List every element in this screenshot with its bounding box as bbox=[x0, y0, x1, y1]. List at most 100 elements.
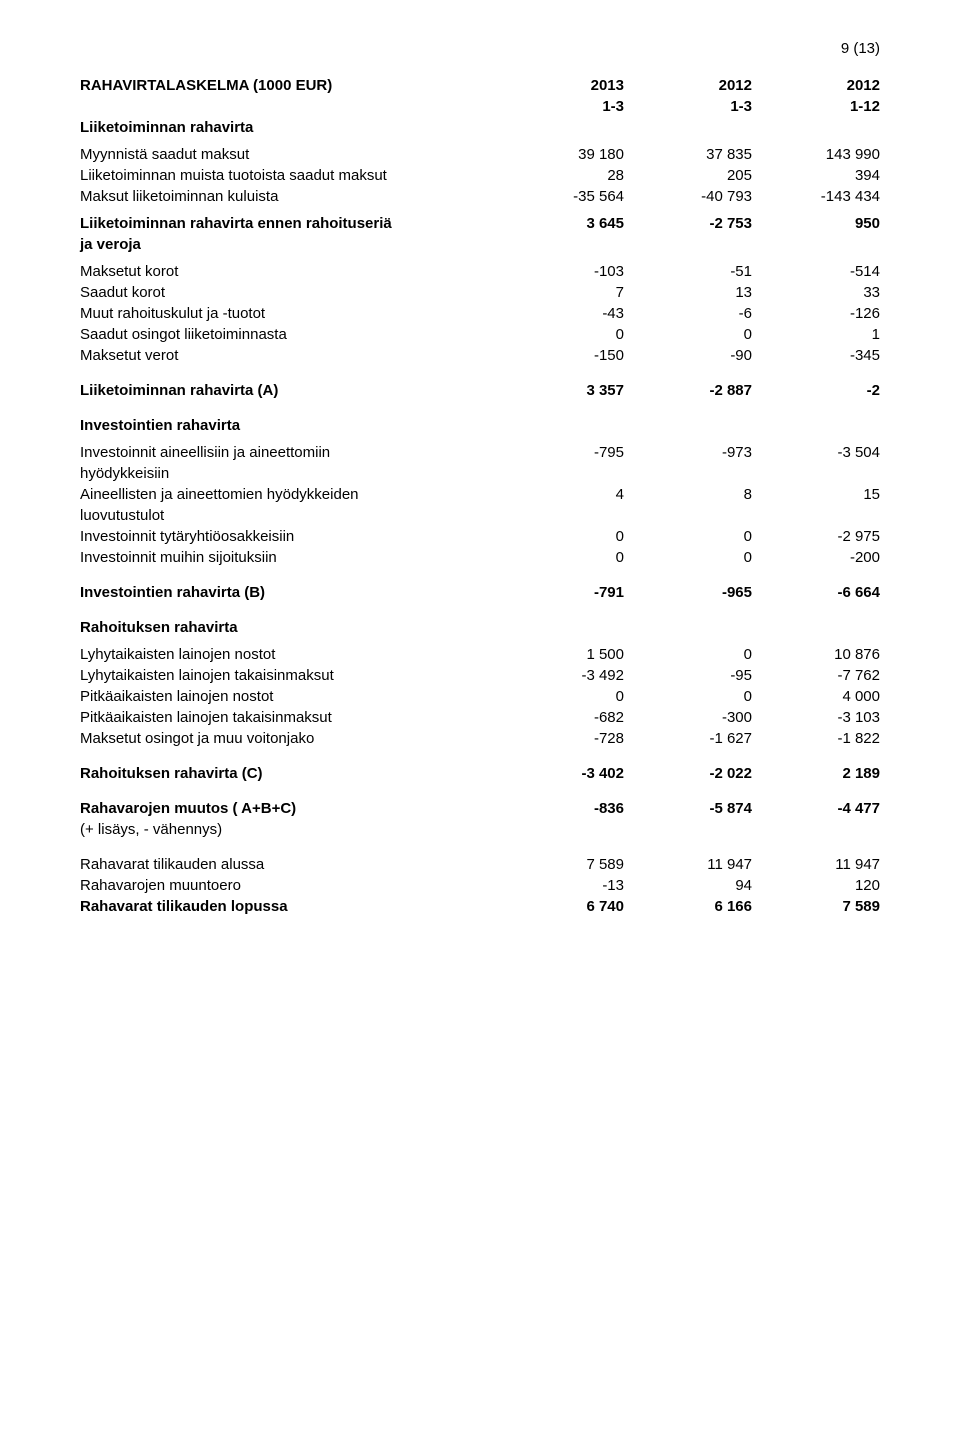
col-subheader-3: 1-12 bbox=[752, 96, 880, 117]
table-row: Aineellisten ja aineettomien hyödykkeide… bbox=[80, 484, 880, 505]
table-row: Pitkäaikaisten lainojen nostot 0 0 4 000 bbox=[80, 686, 880, 707]
row-label: Investoinnit tytäryhtiöosakkeisiin bbox=[80, 526, 496, 547]
cell: -1 822 bbox=[752, 728, 880, 749]
row-label: Saadut osingot liiketoiminnasta bbox=[80, 324, 496, 345]
cell: -13 bbox=[496, 875, 624, 896]
cell: -143 434 bbox=[752, 186, 880, 207]
section-heading: Investointien rahavirta bbox=[80, 401, 880, 436]
s2-heading: Investointien rahavirta bbox=[80, 401, 496, 436]
row-label: (+ lisäys, - vähennys) bbox=[80, 819, 496, 840]
cell: -3 492 bbox=[496, 665, 624, 686]
total-row: Rahoituksen rahavirta (C) -3 402 -2 022 … bbox=[80, 749, 880, 784]
cell: 7 589 bbox=[752, 896, 880, 917]
cell: 143 990 bbox=[752, 138, 880, 165]
cell: 4 000 bbox=[752, 686, 880, 707]
cell: 15 bbox=[752, 484, 880, 505]
table-row: Rahavarat tilikauden alussa 7 589 11 947… bbox=[80, 840, 880, 875]
cell: 6 740 bbox=[496, 896, 624, 917]
cell: -6 664 bbox=[752, 568, 880, 603]
cell: 7 bbox=[496, 282, 624, 303]
cell: 0 bbox=[496, 324, 624, 345]
cell: -35 564 bbox=[496, 186, 624, 207]
cell: -150 bbox=[496, 345, 624, 366]
table-row: Rahavarojen muuntoero -13 94 120 bbox=[80, 875, 880, 896]
cell: -973 bbox=[624, 436, 752, 463]
cell: 3 357 bbox=[496, 366, 624, 401]
row-label: Rahavarat tilikauden alussa bbox=[80, 840, 496, 875]
table-row: Saadut korot 7 13 33 bbox=[80, 282, 880, 303]
table-row: Maksetut korot -103 -51 -514 bbox=[80, 255, 880, 282]
cell: 6 166 bbox=[624, 896, 752, 917]
cell: 4 bbox=[496, 484, 624, 505]
cell: 1 500 bbox=[496, 638, 624, 665]
row-label: Liiketoiminnan rahavirta ennen rahoituse… bbox=[80, 207, 496, 234]
cell: -200 bbox=[752, 547, 880, 568]
cell: -836 bbox=[496, 784, 624, 819]
table-row: Maksut liiketoiminnan kuluista -35 564 -… bbox=[80, 186, 880, 207]
table-row: Saadut osingot liiketoiminnasta 0 0 1 bbox=[80, 324, 880, 345]
row-label: Maksut liiketoiminnan kuluista bbox=[80, 186, 496, 207]
section-heading: Rahoituksen rahavirta bbox=[80, 603, 880, 638]
cell: -90 bbox=[624, 345, 752, 366]
row-label: Rahavarojen muutos ( A+B+C) bbox=[80, 784, 496, 819]
cell: -795 bbox=[496, 436, 624, 463]
cell: 33 bbox=[752, 282, 880, 303]
cell: 0 bbox=[496, 526, 624, 547]
row-label: Aineellisten ja aineettomien hyödykkeide… bbox=[80, 484, 496, 505]
cell: 0 bbox=[624, 686, 752, 707]
cell: 120 bbox=[752, 875, 880, 896]
row-label: Rahoituksen rahavirta (C) bbox=[80, 749, 496, 784]
table-row: Lyhytaikaisten lainojen takaisinmaksut -… bbox=[80, 665, 880, 686]
row-label: Liiketoiminnan muista tuotoista saadut m… bbox=[80, 165, 496, 186]
s1-heading: Liiketoiminnan rahavirta bbox=[80, 117, 496, 138]
table-row: ja veroja bbox=[80, 234, 880, 255]
table-row: Lyhytaikaisten lainojen nostot 1 500 0 1… bbox=[80, 638, 880, 665]
row-label: Pitkäaikaisten lainojen nostot bbox=[80, 686, 496, 707]
col-header-2: 2012 bbox=[624, 75, 752, 96]
row-label: Myynnistä saadut maksut bbox=[80, 138, 496, 165]
table-row: Myynnistä saadut maksut 39 180 37 835 14… bbox=[80, 138, 880, 165]
col-subheader-1: 1-3 bbox=[496, 96, 624, 117]
col-subheader-2: 1-3 bbox=[624, 96, 752, 117]
total-row: Rahavarojen muutos ( A+B+C) -836 -5 874 … bbox=[80, 784, 880, 819]
table-row: Maksetut osingot ja muu voitonjako -728 … bbox=[80, 728, 880, 749]
cell: 0 bbox=[624, 547, 752, 568]
table-title: RAHAVIRTALASKELMA (1000 EUR) bbox=[80, 75, 496, 96]
cell: 10 876 bbox=[752, 638, 880, 665]
subheader-row: 1-3 1-3 1-12 bbox=[80, 96, 880, 117]
cell: 0 bbox=[624, 526, 752, 547]
row-label: Maksetut verot bbox=[80, 345, 496, 366]
total-row: Investointien rahavirta (B) -791 -965 -6… bbox=[80, 568, 880, 603]
cell: -51 bbox=[624, 255, 752, 282]
section-heading: Liiketoiminnan rahavirta bbox=[80, 117, 880, 138]
cell: -3 504 bbox=[752, 436, 880, 463]
cell: -103 bbox=[496, 255, 624, 282]
s3-heading: Rahoituksen rahavirta bbox=[80, 603, 496, 638]
cell: 0 bbox=[624, 324, 752, 345]
table-row: Muut rahoituskulut ja -tuotot -43 -6 -12… bbox=[80, 303, 880, 324]
cell: 37 835 bbox=[624, 138, 752, 165]
cell: -345 bbox=[752, 345, 880, 366]
cell: 8 bbox=[624, 484, 752, 505]
cell: -728 bbox=[496, 728, 624, 749]
cell: -682 bbox=[496, 707, 624, 728]
cell: -2 975 bbox=[752, 526, 880, 547]
cell: 950 bbox=[752, 207, 880, 234]
cell: -40 793 bbox=[624, 186, 752, 207]
table-row: hyödykkeisiin bbox=[80, 463, 880, 484]
cell: -2 887 bbox=[624, 366, 752, 401]
cell: -3 402 bbox=[496, 749, 624, 784]
row-label: Pitkäaikaisten lainojen takaisinmaksut bbox=[80, 707, 496, 728]
total-row: Rahavarat tilikauden lopussa 6 740 6 166… bbox=[80, 896, 880, 917]
row-label: Maksetut osingot ja muu voitonjako bbox=[80, 728, 496, 749]
cell: 3 645 bbox=[496, 207, 624, 234]
cell: -95 bbox=[624, 665, 752, 686]
page-number: 9 (13) bbox=[80, 40, 880, 57]
cashflow-table: RAHAVIRTALASKELMA (1000 EUR) 2013 2012 2… bbox=[80, 75, 880, 917]
row-label: Rahavarat tilikauden lopussa bbox=[80, 896, 496, 917]
row-label: Muut rahoituskulut ja -tuotot bbox=[80, 303, 496, 324]
cell: 11 947 bbox=[624, 840, 752, 875]
cell: 39 180 bbox=[496, 138, 624, 165]
cell: 0 bbox=[496, 547, 624, 568]
row-label: Investointien rahavirta (B) bbox=[80, 568, 496, 603]
